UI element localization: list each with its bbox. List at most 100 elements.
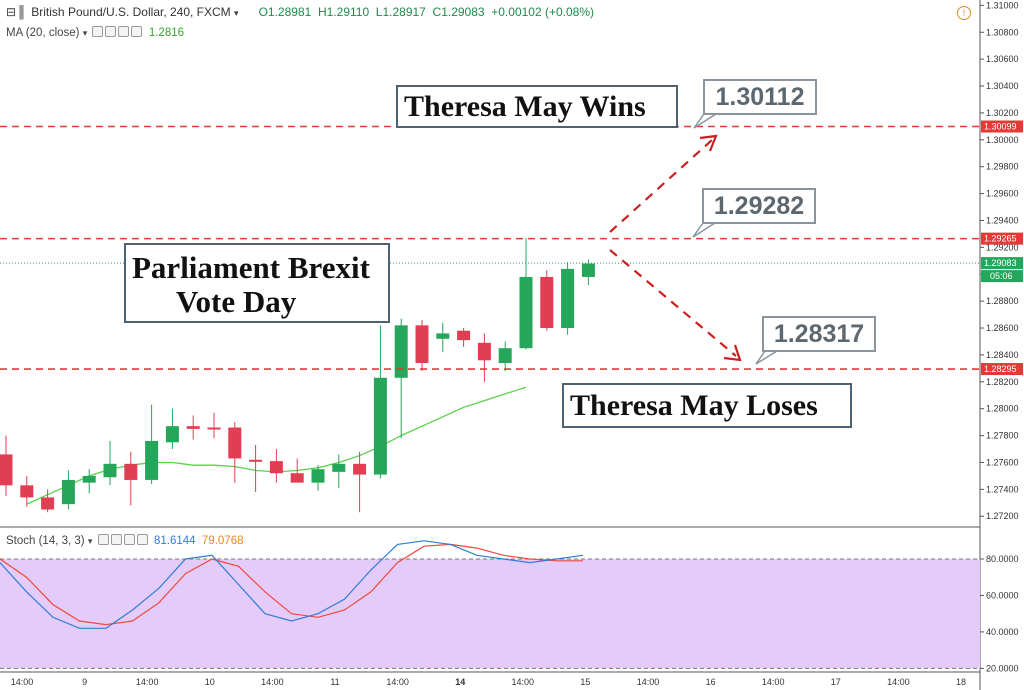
- candle-up: [145, 440, 159, 480]
- current-price-label: 1.29083: [984, 258, 1017, 268]
- candle-up: [82, 475, 96, 483]
- eye-icon[interactable]: [97, 534, 109, 545]
- chevron-down-icon[interactable]: ▾: [234, 8, 239, 18]
- source-icon[interactable]: [118, 26, 130, 37]
- time-tick-label: 14:00: [512, 677, 535, 687]
- stoch-tick-label: 80.0000: [986, 554, 1019, 564]
- current-price-tag: [981, 257, 1023, 270]
- candle-down: [415, 325, 429, 363]
- candle-down: [20, 485, 34, 498]
- loses-annotation: Theresa May Loses: [562, 383, 852, 428]
- candle-down: [41, 497, 55, 510]
- ohlc-low: L1.28917: [375, 5, 426, 19]
- candle-up: [373, 377, 387, 475]
- chevron-down-icon[interactable]: ▾: [87, 536, 93, 546]
- alert-icon[interactable]: !: [957, 6, 971, 20]
- price-tick-label: 1.29800: [986, 162, 1019, 172]
- ma-legend: MA (20, close) ▾ 1.2816: [6, 26, 184, 39]
- candle-up: [436, 333, 450, 339]
- time-tick-label: 14: [455, 677, 465, 687]
- stoch-label[interactable]: Stoch (14, 3, 3): [6, 535, 85, 547]
- countdown-tag: [981, 270, 1023, 283]
- candle-down: [457, 330, 471, 341]
- candle-down: [290, 473, 304, 483]
- wins-text: Theresa May Wins: [404, 90, 646, 123]
- time-tick-label: 10: [205, 677, 215, 687]
- time-tick-label: 11: [330, 677, 339, 687]
- time-tick-label: 18: [956, 677, 966, 687]
- candle-up: [581, 263, 595, 277]
- arrow-up-shaft: [609, 139, 713, 233]
- ma-label[interactable]: MA (20, close): [6, 27, 80, 39]
- time-tick-label: 9: [82, 677, 87, 687]
- price-tick-label: 1.30600: [986, 54, 1019, 64]
- collapse-icon[interactable]: ⊟: [6, 5, 17, 19]
- stoch-k-value: 81.6144: [153, 535, 196, 547]
- symbol-title[interactable]: British Pound/U.S. Dollar, 240, FXCM: [31, 5, 231, 19]
- time-tick-label: 16: [706, 677, 716, 687]
- source-icon[interactable]: [123, 534, 135, 545]
- stoch-k-line: [0, 540, 584, 629]
- countdown-label: 05:06: [990, 271, 1013, 281]
- close-icon[interactable]: [131, 26, 143, 37]
- time-tick-label: 15: [580, 677, 590, 687]
- arrow-down-shaft: [609, 249, 737, 357]
- chevron-down-icon[interactable]: ▾: [82, 28, 88, 38]
- eye-icon[interactable]: [92, 26, 104, 37]
- stoch-tick-label: 60.0000: [986, 590, 1019, 600]
- candle-down: [186, 426, 200, 429]
- arrow-up-head: [699, 134, 718, 152]
- candle-up: [498, 348, 512, 363]
- level-price-tag: [981, 232, 1023, 245]
- symbol-header: ⊟ ▌ British Pound/U.S. Dollar, 240, FXCM…: [6, 5, 594, 19]
- price-tick-label: 1.31000: [986, 0, 1019, 10]
- candle-up: [103, 463, 117, 478]
- callout-low-value: 1.28317: [773, 320, 865, 348]
- price-tick-label: 1.28000: [986, 404, 1019, 414]
- price-tick-label: 1.28600: [986, 323, 1019, 333]
- time-tick-label: 14:00: [637, 677, 660, 687]
- candle-up: [311, 469, 325, 483]
- stoch-legend: Stoch (14, 3, 3) ▾ 81.6144 79.0768: [6, 534, 244, 547]
- time-tick-label: 14:00: [386, 677, 409, 687]
- candle-down: [228, 427, 242, 459]
- arrow-down-head: [723, 344, 742, 362]
- vote-annotation: Parliament Brexit Vote Day: [124, 243, 390, 323]
- time-tick-label: 14:00: [762, 677, 785, 687]
- ohlc-open: O1.28981: [258, 5, 312, 19]
- settings-icon[interactable]: [110, 534, 122, 545]
- vote-text-line2: Vote Day: [176, 284, 297, 319]
- ohlc-high: H1.29110: [317, 5, 370, 19]
- price-tick-label: 1.29600: [986, 189, 1019, 199]
- level-price-label: 1.29265: [984, 234, 1017, 244]
- close-icon[interactable]: [136, 534, 148, 545]
- level-price-label: 1.30099: [984, 122, 1017, 132]
- candle-down: [540, 276, 554, 329]
- stoch-d-value: 79.0768: [201, 535, 244, 547]
- candle-down: [249, 459, 263, 462]
- settings-icon[interactable]: [105, 26, 117, 37]
- candle-down: [353, 463, 367, 475]
- level-price-tag: [981, 363, 1023, 376]
- time-tick-label: 14:00: [887, 677, 910, 687]
- candle-down: [124, 463, 138, 480]
- price-tick-label: 1.28800: [986, 296, 1019, 306]
- ohlc-change: +0.00102 (+0.08%): [491, 5, 594, 19]
- callout-mid: 1.29282: [702, 188, 816, 224]
- candle-up: [394, 325, 408, 378]
- stoch-tick-label: 20.0000: [986, 663, 1019, 673]
- candle-up: [332, 463, 346, 472]
- vote-text-line1: Parliament Brexit: [132, 250, 370, 285]
- callout-mid-value: 1.29282: [713, 192, 805, 220]
- candle-up: [519, 276, 533, 349]
- stoch-tick-label: 40.0000: [986, 627, 1019, 637]
- callout-low: 1.28317: [762, 316, 876, 352]
- level-price-tag: [981, 120, 1023, 133]
- candle-up: [61, 479, 75, 505]
- price-tick-label: 1.28200: [986, 377, 1019, 387]
- ohlc-close: C1.29083: [432, 5, 485, 19]
- candle-down: [0, 454, 13, 486]
- callout-top-value: 1.30112: [715, 83, 805, 111]
- time-tick-label: 17: [831, 677, 841, 687]
